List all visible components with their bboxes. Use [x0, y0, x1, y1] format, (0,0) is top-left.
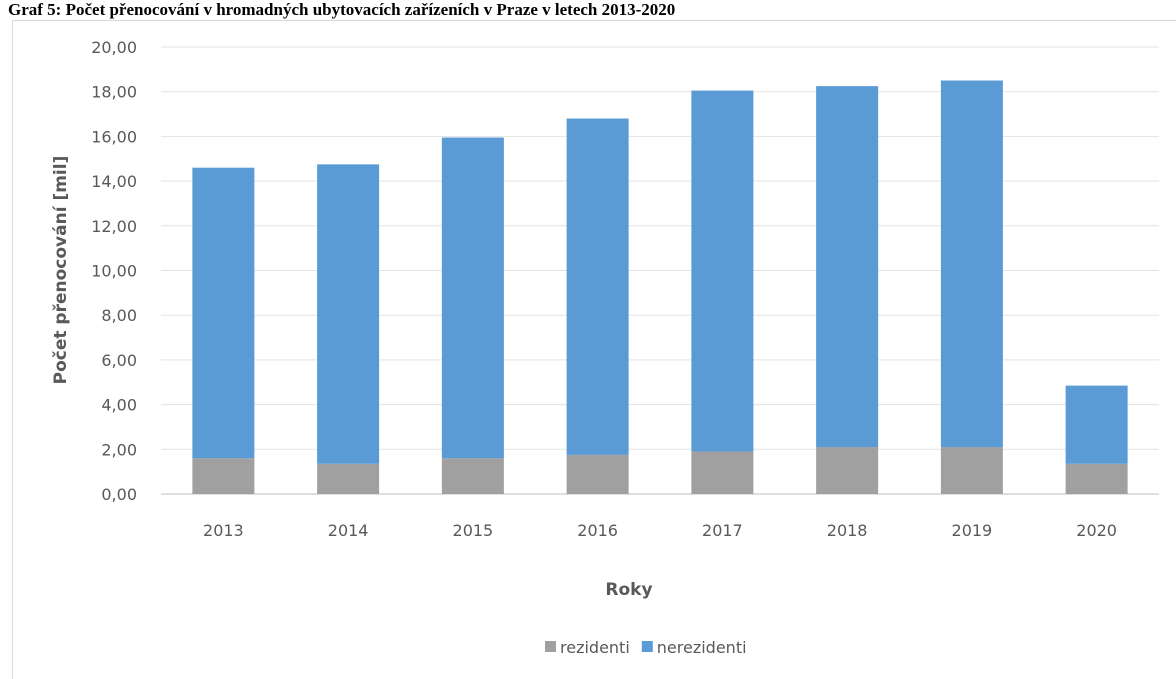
bar [192, 167, 255, 459]
bar [816, 86, 879, 448]
y-tick-label: 6,00 [101, 351, 137, 370]
x-tick-label: 2020 [1076, 521, 1117, 540]
legend-label: nerezidenti [657, 638, 747, 657]
y-tick-label: 8,00 [101, 306, 137, 325]
bar [192, 458, 255, 494]
bar [441, 458, 504, 494]
bar [691, 451, 754, 494]
bar [691, 90, 754, 452]
bar [566, 118, 629, 455]
y-tick-label: 20,00 [91, 38, 137, 57]
bar [1065, 385, 1128, 464]
y-tick-label: 12,00 [91, 217, 137, 236]
bar [940, 447, 1003, 494]
y-tick-label: 10,00 [91, 262, 137, 281]
bar [317, 164, 380, 464]
x-tick-label: 2018 [827, 521, 868, 540]
chart-title: Graf 5: Počet přenocování v hromadných u… [8, 0, 675, 19]
x-tick-label: 2019 [952, 521, 993, 540]
x-tick-label: 2015 [453, 521, 494, 540]
x-tick-label: 2014 [328, 521, 369, 540]
legend-swatch [545, 641, 556, 652]
x-tick-label: 2013 [203, 521, 244, 540]
bar [566, 454, 629, 494]
x-tick-label: 2016 [577, 521, 618, 540]
legend-swatch [641, 641, 653, 652]
y-tick-label: 4,00 [101, 396, 137, 415]
y-tick-label: 14,00 [91, 172, 137, 191]
y-axis-label: Počet přenocování [mil] [51, 156, 71, 385]
y-tick-label: 2,00 [101, 440, 137, 459]
bar [317, 463, 380, 494]
bar [441, 137, 504, 459]
legend-label: rezidenti [560, 638, 630, 657]
x-axis-label: Roky [605, 580, 652, 600]
y-tick-label: 18,00 [91, 83, 137, 102]
bar [1065, 463, 1128, 494]
y-tick-label: 0,00 [101, 485, 137, 504]
bar [940, 80, 1003, 448]
bar [816, 447, 879, 494]
y-tick-label: 16,00 [91, 127, 137, 146]
x-tick-label: 2017 [702, 521, 743, 540]
